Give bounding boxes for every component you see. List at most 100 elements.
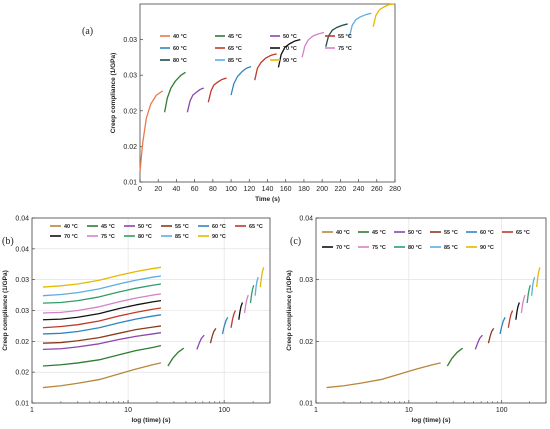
legend-label: 55 °C <box>338 34 352 40</box>
series-line <box>301 31 325 58</box>
legend-label: 70 °C <box>64 234 78 240</box>
x-tick-label: 10 <box>405 407 413 414</box>
x-tick-label: 10 <box>124 407 132 414</box>
legend-label: 40 °C <box>64 224 78 230</box>
legend-label: 50 °C <box>408 230 422 236</box>
legend-label: 40 °C <box>336 230 350 236</box>
y-tick-label: 0.01 <box>299 401 313 408</box>
y-tick-label: 0.03 <box>15 277 29 284</box>
shifted-segment-line <box>230 310 237 328</box>
x-tick-label: 100 <box>218 407 230 414</box>
legend-label: 85 °C <box>175 234 189 240</box>
x-axis-label: Time (s) <box>255 196 280 203</box>
x-tick-label: 120 <box>243 186 255 193</box>
series-line <box>520 294 526 314</box>
x-tick-label: 220 <box>335 186 347 193</box>
legend-label: 55 °C <box>444 230 458 236</box>
x-tick-label: 1 <box>314 407 318 414</box>
series-line <box>42 299 162 321</box>
series-line <box>139 90 164 172</box>
x-tick-label: 200 <box>316 186 328 193</box>
series-line <box>42 307 162 329</box>
x-tick-label: 240 <box>353 186 365 193</box>
shifted-segment-line <box>243 294 249 314</box>
series-line <box>42 283 162 304</box>
x-tick-label: 280 <box>389 186 401 193</box>
series-line <box>42 314 162 335</box>
legend-label: 45 °C <box>228 34 242 40</box>
shifted-segment-line <box>259 267 265 288</box>
series-line <box>207 77 227 103</box>
series-line <box>42 275 162 297</box>
x-tick-label: 60 <box>191 186 199 193</box>
legend-label: 50 °C <box>283 34 297 40</box>
series-line <box>42 345 162 367</box>
legend-label: 45 °C <box>101 224 115 230</box>
x-axis-label: log (time) (s) <box>412 417 451 424</box>
legend-label: 60 °C <box>173 46 187 52</box>
series-line <box>42 293 162 314</box>
y-axis-label: Creep compliance (1/GPa) <box>286 270 293 351</box>
series-line <box>446 347 464 367</box>
y-tick-label: 0.04 <box>15 246 29 253</box>
chart-panel-b: 1 10 100 0.01 0.02 0.02 0.03 0.03 0.04 0.04 log (t… <box>2 216 271 424</box>
series-line <box>530 277 536 296</box>
legend-label: 70 °C <box>283 46 297 52</box>
shifted-segment-line <box>209 328 217 344</box>
x-axis-label: log (time) (s) <box>132 417 171 424</box>
y-tick-label: 0.03 <box>299 277 313 284</box>
chart-panel-c: 1 10 100 0.01 0.02 0.03 0.04 log (time) (s) Cree… <box>286 216 547 424</box>
y-axis-label: Creep compliance (1/GPa) <box>2 270 9 351</box>
series-line <box>526 285 531 304</box>
x-tick-label: 180 <box>298 186 310 193</box>
x-tick-label: 0 <box>138 186 142 193</box>
y-axis-label: Creep compliance (1/GPa) <box>110 53 117 134</box>
series-line <box>326 362 441 389</box>
series-line <box>499 316 506 335</box>
series-line <box>42 266 162 288</box>
panel-label: (c) <box>290 236 301 247</box>
series-line <box>42 362 162 389</box>
y-tick-label: 0.01 <box>15 401 29 408</box>
series-line <box>325 23 348 47</box>
legend-label: 85 °C <box>228 58 242 64</box>
series-line <box>42 332 162 350</box>
y-tick-label: 0.03 <box>123 37 137 44</box>
series-line <box>515 302 520 320</box>
x-tick-label: 260 <box>371 186 383 193</box>
series-line <box>487 328 495 344</box>
series-line <box>254 53 277 81</box>
legend-label: 65 °C <box>249 224 263 230</box>
legend-label: 65 °C <box>228 46 242 52</box>
shifted-segment-line <box>196 334 205 350</box>
series-line <box>348 12 372 37</box>
legend-label: 65 °C <box>516 230 530 236</box>
series-line <box>277 38 301 68</box>
shifted-segment-line <box>167 347 185 367</box>
y-tick-label: 0.02 <box>15 339 29 346</box>
panel-label: (b) <box>2 236 14 247</box>
y-tick-label: 0.04 <box>15 216 29 223</box>
x-tick-label: 160 <box>280 186 292 193</box>
plot-frame <box>139 3 396 183</box>
legend-label: 70 °C <box>336 245 350 251</box>
x-tick-label: 140 <box>262 186 274 193</box>
series-line <box>536 267 541 288</box>
legend-label: 75 °C <box>338 46 352 52</box>
y-tick-label: 0.03 <box>15 308 29 315</box>
series-line <box>42 325 162 344</box>
x-tick-label: 1 <box>30 407 34 414</box>
legend-label: 80 °C <box>173 58 187 64</box>
plot-frame <box>315 217 547 404</box>
legend-label: 50 °C <box>138 224 152 230</box>
y-tick-label: 0.02 <box>123 144 137 151</box>
x-tick-label: 100 <box>496 407 508 414</box>
legend-label: 60 °C <box>212 224 226 230</box>
legend-label: 75 °C <box>101 234 115 240</box>
chart-panel-a: 0 20 40 60 80 100 120 140 160 180 200 220 240 260 280 0… <box>82 3 401 203</box>
x-tick-label: 100 <box>225 186 237 193</box>
legend-label: 75 °C <box>372 245 386 251</box>
legend-label: 80 °C <box>408 245 422 251</box>
series-line <box>474 334 483 350</box>
